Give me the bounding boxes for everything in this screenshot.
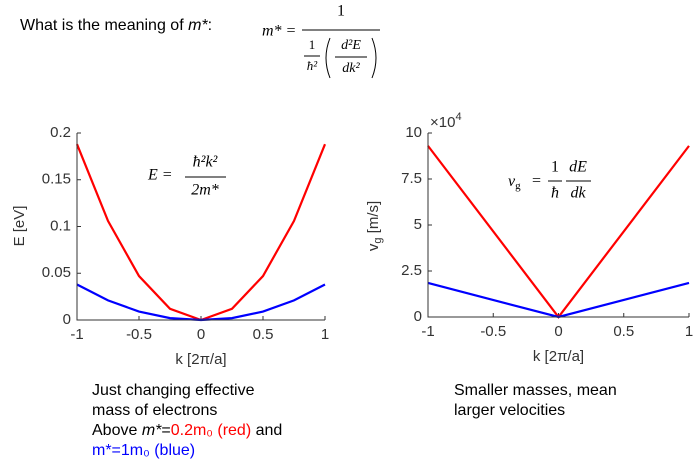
x-axis-label: k [2π/a] bbox=[175, 351, 226, 368]
ann-lhs: E = bbox=[147, 167, 173, 184]
axes bbox=[76, 133, 325, 321]
ann-eq: = bbox=[532, 173, 541, 190]
x-tick-label: 1 bbox=[321, 326, 329, 343]
q-colon: : bbox=[208, 17, 212, 34]
x-tick-label: -1 bbox=[421, 323, 434, 340]
caption-red: 0.2m₀ (red) bbox=[170, 422, 252, 439]
ann-v: v bbox=[508, 173, 516, 190]
y-tick-label: 0.15 bbox=[42, 171, 71, 188]
q-symbol: m* bbox=[188, 17, 208, 34]
f-d-den: dk² bbox=[342, 61, 360, 76]
yl-rest: [m/s] bbox=[365, 201, 382, 238]
f-lhs: m* = bbox=[262, 23, 296, 40]
ann-num: 1 bbox=[551, 159, 559, 176]
x-tick-label: 0 bbox=[197, 326, 205, 343]
ann-dden: dk bbox=[570, 185, 586, 202]
y-tick-label: 7.5 bbox=[401, 170, 422, 187]
y-tick-label: 0.05 bbox=[42, 264, 71, 281]
y-tick-label: 0 bbox=[414, 308, 422, 325]
f-num: 1 bbox=[337, 3, 345, 20]
y-tick-label: 0 bbox=[63, 311, 71, 328]
series-line bbox=[427, 281, 690, 319]
y-multiplier: ×104 bbox=[430, 111, 462, 131]
yl-main: v bbox=[365, 243, 382, 251]
x-tick-label: 1 bbox=[685, 323, 693, 340]
y-tick-label: 2.5 bbox=[401, 262, 422, 279]
y-tick-label: 10 bbox=[405, 124, 422, 141]
ann-dnum: dE bbox=[569, 159, 587, 176]
mult-exp: 4 bbox=[455, 111, 461, 123]
question: What is the meaning of m*: bbox=[20, 17, 212, 34]
x-tick-label: -0.5 bbox=[480, 323, 506, 340]
y-axis-label: vg [m/s] bbox=[365, 201, 384, 251]
yl-sub: g bbox=[372, 238, 384, 244]
caption-right: Smaller masses, mean larger velocities bbox=[454, 381, 617, 421]
caption-text: m* bbox=[141, 422, 162, 439]
caption-line: larger velocities bbox=[454, 402, 566, 419]
ann-lhs: vg bbox=[508, 173, 521, 192]
y-tick-label: 0.1 bbox=[50, 217, 71, 234]
axes bbox=[427, 133, 689, 318]
y-axis-label: E [eV] bbox=[11, 206, 28, 247]
caption-blue: m*=1m₀ (blue) bbox=[92, 442, 196, 459]
parens bbox=[325, 37, 377, 79]
q-text: What is the meaning of bbox=[20, 17, 184, 34]
caption-text: Above bbox=[92, 422, 142, 439]
ann-den: ħ bbox=[551, 185, 559, 202]
x-tick-label: 0.5 bbox=[253, 326, 274, 343]
caption-left: Just changing effective mass of electron… bbox=[92, 381, 282, 461]
x-tick-label: -0.5 bbox=[126, 326, 152, 343]
caption-text: = bbox=[161, 422, 171, 439]
caption-line: mass of electrons bbox=[92, 402, 218, 419]
f-d-num: d²E bbox=[341, 38, 361, 53]
ann-sub: g bbox=[515, 180, 521, 192]
caption-line: Just changing effective bbox=[92, 382, 255, 399]
x-tick-label: 0 bbox=[554, 323, 562, 340]
f-in-den: ħ² bbox=[307, 58, 319, 73]
y-tick-label: 0.2 bbox=[50, 124, 71, 141]
y-tick-label: 5 bbox=[414, 216, 422, 233]
ann-den: 2m* bbox=[191, 182, 219, 199]
x-tick-label: 0.5 bbox=[613, 323, 634, 340]
series-line bbox=[76, 283, 326, 322]
ann-num: ħ²k² bbox=[193, 154, 219, 171]
caption-line: Above m*=0.2m₀ (red) and bbox=[92, 421, 282, 441]
x-axis-label: k [2π/a] bbox=[533, 348, 584, 365]
f-in-num: 1 bbox=[309, 37, 316, 52]
caption-text: and bbox=[251, 422, 283, 439]
mult-base: ×10 bbox=[430, 114, 455, 131]
x-tick-label: -1 bbox=[70, 326, 83, 343]
caption-line: Smaller masses, mean bbox=[454, 382, 617, 399]
